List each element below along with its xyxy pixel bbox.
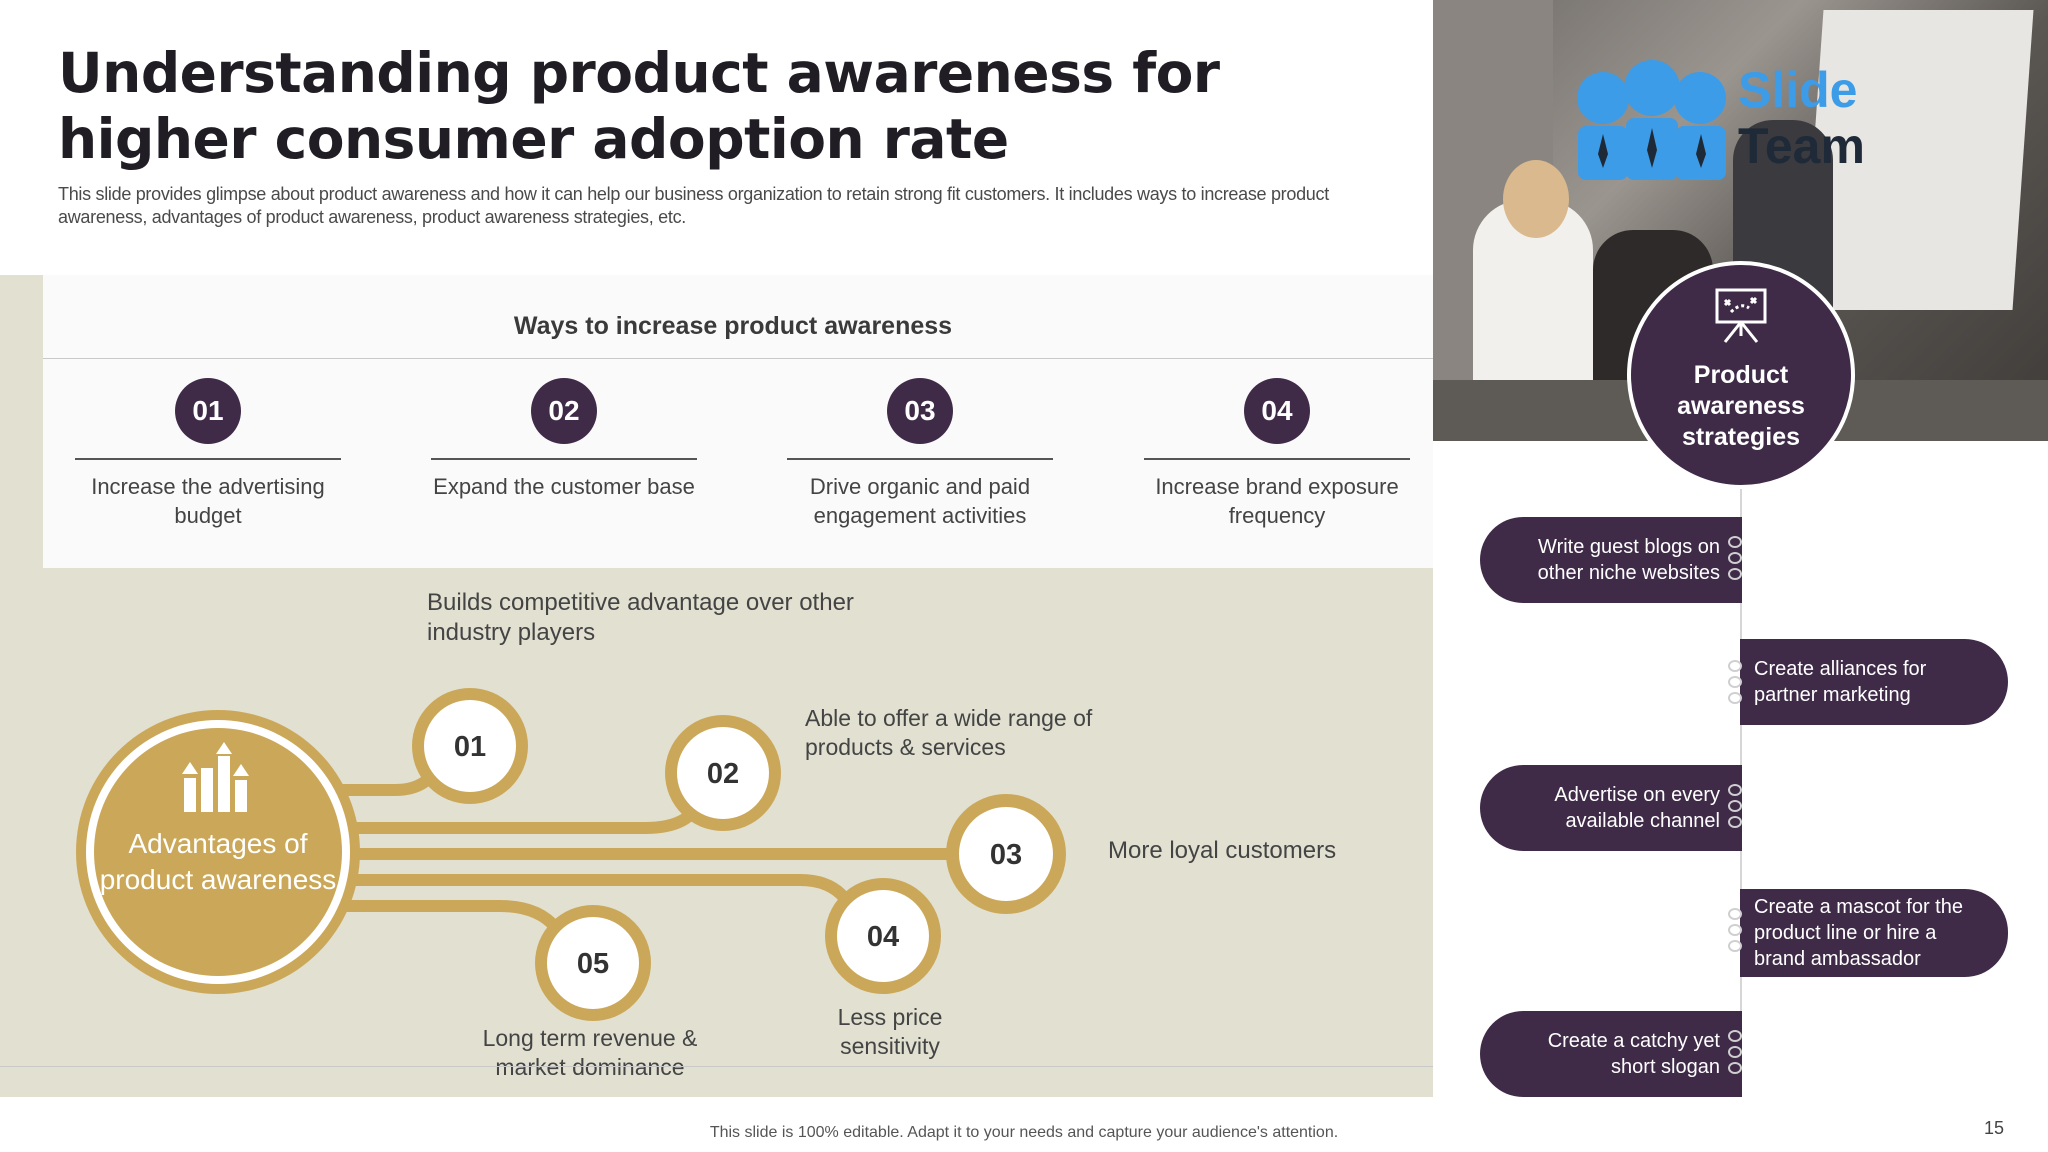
way-number-badge: 04: [1244, 378, 1310, 444]
advantage-number: 05: [577, 948, 609, 980]
growth-bars-icon: [182, 742, 249, 812]
advantage-text-03: More loyal customers: [1108, 837, 1337, 864]
advantage-text-02: Able to offer a wide range of products &…: [805, 705, 1093, 760]
logo-line2: Team: [1738, 118, 1865, 174]
strategy-text: Advertise on every available channel: [1554, 784, 1720, 832]
advantage-number: 01: [454, 731, 486, 763]
binder-ring: [1728, 1046, 1742, 1058]
ways-panel: [43, 275, 1433, 568]
way-item-4: 04 Increase brand exposure frequency: [1144, 378, 1410, 530]
way-underline: [787, 458, 1053, 460]
hub-label: Advantages of product awareness: [99, 828, 337, 895]
way-text: Expand the customer base: [433, 474, 695, 499]
advantage-number: 03: [990, 839, 1022, 871]
bottom-divider: [0, 1066, 1433, 1067]
advantage-number: 02: [707, 758, 739, 790]
advantage-node-05: [535, 905, 651, 1021]
binder-ring: [1728, 1030, 1742, 1042]
advantage-number: 04: [867, 921, 899, 953]
ways-divider: [43, 358, 1433, 359]
advantage-text-05: Long term revenue & market dominance: [482, 1025, 698, 1080]
page-number: 15: [1984, 1118, 2005, 1138]
way-number-badge: 02: [531, 378, 597, 444]
binder-ring: [1728, 908, 1742, 920]
way-item-3: 03 Drive organic and paid engagement act…: [787, 378, 1053, 530]
strategies-label: Product awareness strategies: [1677, 361, 1805, 451]
strategy-pill-3: Advertise on every available channel: [1480, 765, 1742, 851]
strategy-pill-1: Write guest blogs on other niche website…: [1480, 517, 1742, 603]
way-number-badge: 01: [175, 378, 241, 444]
strategies-hub: [1627, 261, 1855, 489]
slide-subtitle: This slide provides glimpse about produc…: [58, 184, 1329, 227]
binder-ring: [1728, 660, 1742, 672]
binder-ring: [1728, 816, 1742, 828]
way-item-1: 01 Increase the advertising budget: [75, 378, 341, 530]
advantage-text-01: Builds competitive advantage over other …: [427, 589, 854, 646]
strategy-pill-2: Create alliances for partner marketing: [1740, 639, 2008, 725]
binder-ring: [1728, 676, 1742, 688]
binder-ring: [1728, 1062, 1742, 1074]
way-underline: [1144, 458, 1410, 460]
binder-ring: [1728, 924, 1742, 936]
strategy-pill-5: Create a catchy yet short slogan: [1480, 1011, 1742, 1097]
slide-title: Understanding product awareness for high…: [58, 41, 1220, 171]
way-underline: [75, 458, 341, 460]
strategy-text: Write guest blogs on other niche website…: [1537, 536, 1720, 584]
connector-05: [324, 900, 578, 954]
binder-ring: [1728, 692, 1742, 704]
slideteam-logo-icon: [1577, 60, 1726, 180]
binder-ring: [1728, 940, 1742, 952]
binder-ring: [1728, 552, 1742, 564]
person-head: [1503, 160, 1569, 238]
strategy-text: Create alliances for partner marketing: [1754, 658, 1927, 706]
advantage-node-04: [825, 878, 941, 994]
binder-ring: [1728, 536, 1742, 548]
advantage-node-01: [412, 688, 528, 804]
hub: [76, 710, 360, 994]
way-underline: [431, 458, 697, 460]
way-text: Increase brand exposure frequency: [1155, 474, 1399, 528]
advantage-text-04: Less price sensitivity: [837, 1004, 943, 1059]
way-number-badge: 03: [887, 378, 953, 444]
advantage-node-03: [946, 794, 1066, 914]
binder-ring: [1728, 568, 1742, 580]
strategy-text: Create a catchy yet short slogan: [1547, 1030, 1720, 1078]
slideteam-logo-text: Slide Team: [1738, 62, 1865, 174]
way-text: Drive organic and paid engagement activi…: [809, 474, 1031, 528]
advantage-node-02: [665, 715, 781, 831]
logo-line1: Slide: [1738, 62, 1858, 118]
way-text: Increase the advertising budget: [91, 474, 325, 528]
binder-ring: [1728, 800, 1742, 812]
strategy-text: Create a mascot for the product line or …: [1754, 896, 1963, 970]
advantages-diagram: 01 02 03 04 05: [76, 688, 1066, 1021]
presentation-board-icon: [1715, 288, 1767, 343]
strategy-pill-4: Create a mascot for the product line or …: [1740, 889, 2008, 977]
ways-title: Ways to increase product awareness: [513, 312, 953, 340]
binder-ring: [1728, 784, 1742, 796]
way-item-2: 02 Expand the customer base: [431, 378, 697, 501]
footer-note: This slide is 100% editable. Adapt it to…: [709, 1124, 1339, 1141]
